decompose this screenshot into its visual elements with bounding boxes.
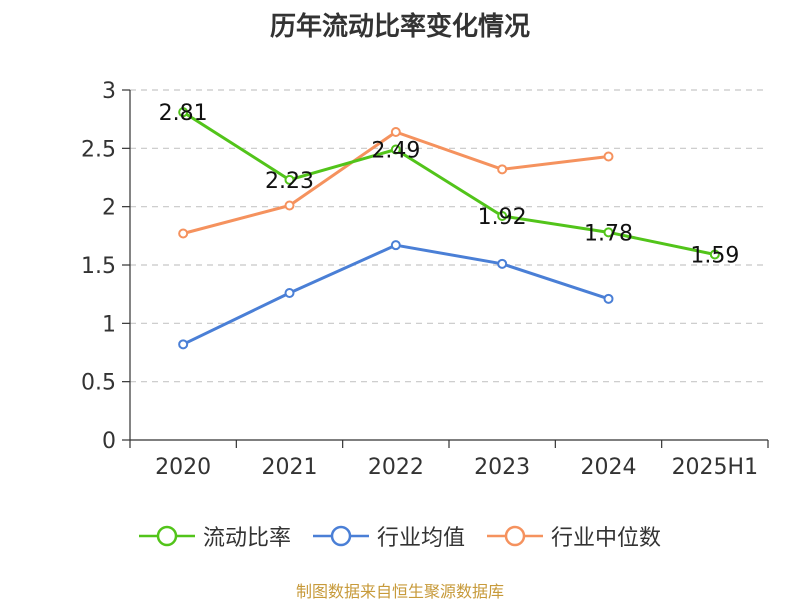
data-point bbox=[709, 249, 720, 260]
y-tick-label: 1.5 bbox=[81, 254, 116, 279]
x-tick-label: 2022 bbox=[368, 455, 424, 480]
series-line bbox=[182, 243, 609, 346]
y-tick-label: 3 bbox=[102, 79, 116, 104]
data-point bbox=[497, 164, 508, 175]
y-tick-label: 0 bbox=[102, 429, 116, 454]
legend-item-current-ratio[interactable]: 流动比率 bbox=[138, 520, 291, 552]
data-point bbox=[284, 200, 295, 211]
y-tick-label: 2.5 bbox=[81, 137, 116, 162]
data-label: 2.23 bbox=[265, 169, 314, 194]
data-label: 2.81 bbox=[159, 101, 208, 126]
y-tick-label: 0.5 bbox=[81, 371, 116, 396]
data-point bbox=[603, 151, 614, 162]
data-point bbox=[178, 107, 189, 118]
data-point bbox=[178, 339, 189, 350]
data-point bbox=[603, 293, 614, 304]
axes: 0 0.5 1 1.5 2 2.5 3 2020 2021 2022 2023 2024 2025H1 bbox=[81, 79, 769, 480]
data-label: 1.92 bbox=[478, 205, 527, 230]
legend-label: 行业均值 bbox=[376, 526, 465, 551]
legend: 流动比率 行业均值 行业中位数 bbox=[0, 520, 800, 552]
grid-lines bbox=[130, 89, 768, 383]
legend-item-industry-mean[interactable]: 行业均值 bbox=[312, 520, 465, 552]
y-tick-label: 1 bbox=[102, 312, 116, 337]
data-label: 1.78 bbox=[584, 221, 633, 246]
x-tick-label: 2023 bbox=[474, 455, 530, 480]
series-line bbox=[182, 110, 716, 256]
data-point bbox=[390, 240, 401, 251]
data-label: 2.49 bbox=[371, 139, 420, 164]
data-point bbox=[390, 127, 401, 137]
data-point bbox=[497, 258, 508, 269]
x-tick-label: 2020 bbox=[155, 455, 211, 480]
data-label: 1.59 bbox=[690, 244, 739, 269]
x-tick-label: 2025H1 bbox=[672, 455, 759, 480]
data-point bbox=[497, 211, 508, 221]
data-labels: 2.81 2.23 2.49 1.92 1.78 1.59 bbox=[159, 101, 740, 268]
legend-item-industry-median[interactable]: 行业中位数 bbox=[487, 520, 661, 552]
x-tick-label: 2021 bbox=[262, 455, 318, 480]
chart-title: 历年流动比率变化情况 bbox=[269, 12, 530, 42]
series-layer bbox=[178, 107, 720, 350]
data-point bbox=[284, 288, 295, 298]
data-point bbox=[178, 228, 189, 239]
source-note: 制图数据来自恒生聚源数据库 bbox=[295, 582, 504, 601]
legend-line-marker-icon bbox=[312, 525, 369, 547]
data-point bbox=[390, 144, 401, 155]
legend-line-marker-icon bbox=[138, 525, 195, 547]
legend-label: 行业中位数 bbox=[551, 526, 662, 551]
legend-line-marker-icon bbox=[487, 525, 543, 547]
x-tick-label: 2024 bbox=[581, 455, 637, 480]
legend-label: 流动比率 bbox=[202, 526, 291, 551]
y-tick-label: 2 bbox=[102, 196, 116, 221]
data-point bbox=[284, 174, 295, 185]
data-point bbox=[603, 227, 614, 238]
